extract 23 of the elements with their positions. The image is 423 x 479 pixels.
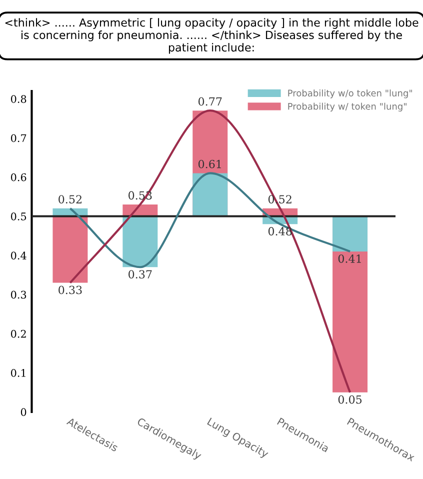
data-label: 0.33 (58, 286, 82, 294)
data-label: 0.05 (338, 395, 362, 404)
chart-title: <think> ...... Asymmetric [ lung opacity / opacity ] in the right middle lobe is concerning for pneumonia. ...... </think> Diseases suffered by the patient include: (5, 18, 418, 54)
bar (332, 216, 368, 252)
y-tick-label: 0.2 (10, 330, 26, 338)
data-label: 0.52 (58, 195, 82, 204)
legend-label: Probability w/o token "lung" (288, 90, 412, 98)
y-tick-label: 0.5 (10, 212, 26, 220)
data-label: 0.41 (338, 254, 361, 263)
y-tick-label: 0 (20, 408, 26, 416)
y-tick-label: 0.8 (10, 95, 26, 103)
bar (192, 173, 228, 216)
y-tick-label: 0.4 (10, 252, 26, 260)
bar (52, 216, 88, 283)
y-tick-label: 0.1 (10, 369, 26, 377)
data-label: 0.61 (198, 160, 221, 168)
y-tick-label: 0.3 (10, 290, 26, 299)
legend-label: Probability w/ token "lung" (288, 102, 406, 112)
y-tick-label: 0.7 (10, 134, 26, 142)
y-tick-label: 0.6 (10, 173, 26, 182)
data-label: 0.77 (198, 97, 222, 106)
data-label: 0.37 (128, 270, 152, 279)
bar (122, 216, 158, 268)
